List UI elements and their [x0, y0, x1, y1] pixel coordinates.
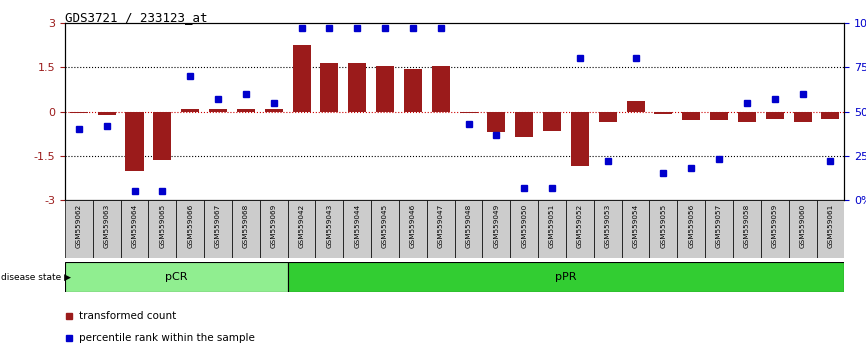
Bar: [260, 200, 288, 258]
Text: GSM559043: GSM559043: [326, 204, 333, 249]
Bar: [232, 200, 260, 258]
Bar: [733, 200, 761, 258]
Bar: [372, 200, 399, 258]
Text: percentile rank within the sample: percentile rank within the sample: [79, 332, 255, 343]
Bar: [177, 200, 204, 258]
Bar: [677, 200, 705, 258]
Bar: [427, 200, 455, 258]
Bar: [515, 112, 533, 137]
Bar: [348, 63, 366, 112]
Bar: [650, 200, 677, 258]
Bar: [431, 66, 449, 112]
Bar: [126, 112, 144, 171]
Text: GSM559069: GSM559069: [271, 204, 277, 249]
Text: GSM559049: GSM559049: [494, 204, 500, 249]
Bar: [766, 112, 784, 119]
Text: GSM559051: GSM559051: [549, 204, 555, 249]
Text: GSM559064: GSM559064: [132, 204, 138, 249]
Bar: [793, 112, 811, 122]
Text: GSM559065: GSM559065: [159, 204, 165, 249]
Bar: [65, 262, 288, 292]
Bar: [738, 112, 756, 122]
Bar: [288, 262, 844, 292]
Bar: [120, 200, 148, 258]
Text: GSM559044: GSM559044: [354, 204, 360, 249]
Bar: [153, 112, 171, 160]
Text: GSM559048: GSM559048: [466, 204, 472, 249]
Bar: [594, 200, 622, 258]
Bar: [93, 200, 120, 258]
Bar: [315, 200, 343, 258]
Text: GSM559054: GSM559054: [632, 204, 638, 249]
Text: GSM559055: GSM559055: [661, 204, 667, 249]
Text: GSM559052: GSM559052: [577, 204, 583, 249]
Text: GSM559058: GSM559058: [744, 204, 750, 249]
Text: GSM559047: GSM559047: [437, 204, 443, 249]
Bar: [655, 112, 673, 114]
Bar: [293, 45, 311, 112]
Bar: [543, 112, 561, 131]
Bar: [682, 112, 701, 120]
Bar: [761, 200, 789, 258]
Text: GSM559046: GSM559046: [410, 204, 416, 249]
Text: GSM559061: GSM559061: [827, 204, 833, 249]
Text: GSM559050: GSM559050: [521, 204, 527, 249]
Bar: [598, 112, 617, 122]
Text: GSM559067: GSM559067: [215, 204, 221, 249]
Text: GDS3721 / 233123_at: GDS3721 / 233123_at: [65, 11, 208, 24]
Bar: [265, 109, 283, 112]
Bar: [482, 200, 510, 258]
Bar: [204, 200, 232, 258]
Bar: [70, 112, 88, 113]
Text: GSM559053: GSM559053: [604, 204, 611, 249]
Bar: [343, 200, 372, 258]
Bar: [705, 200, 733, 258]
Text: GSM559042: GSM559042: [299, 204, 305, 249]
Bar: [817, 200, 844, 258]
Bar: [288, 200, 315, 258]
Text: disease state ▶: disease state ▶: [1, 273, 71, 281]
Text: GSM559057: GSM559057: [716, 204, 722, 249]
Text: GSM559056: GSM559056: [688, 204, 695, 249]
Text: GSM559066: GSM559066: [187, 204, 193, 249]
Bar: [236, 109, 255, 112]
Bar: [65, 200, 93, 258]
Bar: [460, 112, 478, 113]
Bar: [789, 200, 817, 258]
Text: GSM559062: GSM559062: [76, 204, 82, 249]
Text: pPR: pPR: [555, 272, 577, 282]
Bar: [710, 112, 728, 120]
Bar: [510, 200, 538, 258]
Text: pCR: pCR: [165, 272, 188, 282]
Text: GSM559045: GSM559045: [382, 204, 388, 249]
Bar: [209, 109, 227, 112]
Text: transformed count: transformed count: [79, 311, 176, 321]
Bar: [488, 112, 506, 132]
Bar: [399, 200, 427, 258]
Text: GSM559063: GSM559063: [104, 204, 110, 249]
Bar: [566, 200, 594, 258]
Text: GSM559060: GSM559060: [799, 204, 805, 249]
Bar: [404, 69, 422, 112]
Bar: [571, 112, 589, 166]
Bar: [821, 112, 839, 119]
Bar: [376, 66, 394, 112]
Text: GSM559068: GSM559068: [242, 204, 249, 249]
Bar: [622, 200, 650, 258]
Bar: [320, 63, 339, 112]
Bar: [626, 101, 644, 112]
Bar: [148, 200, 177, 258]
Bar: [98, 112, 116, 115]
Bar: [538, 200, 566, 258]
Bar: [181, 109, 199, 112]
Bar: [455, 200, 482, 258]
Text: GSM559059: GSM559059: [772, 204, 778, 249]
